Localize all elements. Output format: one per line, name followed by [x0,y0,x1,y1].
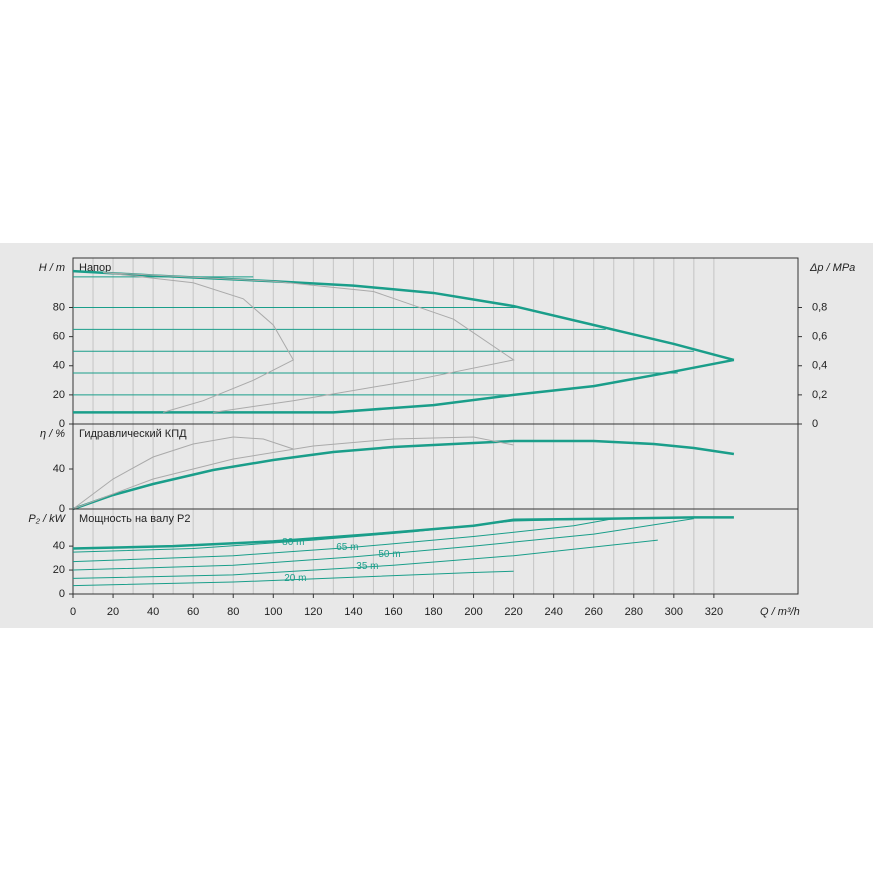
curve [73,358,735,414]
panel-title: Мощность на валу P2 [79,513,191,525]
curve [103,272,515,413]
x-tick-label: 240 [544,606,562,618]
x-tick-label: 260 [585,606,603,618]
x-tick-label: 80 [227,606,239,618]
x-tick-label: 100 [264,606,282,618]
curve [72,518,694,571]
x-tick-label: 220 [504,606,522,618]
x-tick-label: 20 [107,606,119,618]
curve-label: 80 m [282,537,304,548]
x-tick-label: 60 [187,606,199,618]
y-axis-label: H / m [39,262,65,274]
y2-tick-label: 0,2 [812,389,827,401]
curve [72,436,514,510]
curve-label: 50 m [378,549,400,560]
panel-title: Гидравлический КПД [79,428,187,440]
x-tick-label: 0 [70,606,76,618]
y-tick-label: 40 [53,463,65,475]
curve-label: 65 m [336,542,358,553]
y2-tick-label: 0,6 [812,331,827,343]
y-tick-label: 60 [53,331,65,343]
x-tick-label: 320 [705,606,723,618]
x-axis-label: Q / m³/h [760,606,800,618]
y-tick-label: 20 [53,389,65,401]
y-tick-label: 0 [59,418,65,430]
x-tick-label: 140 [344,606,362,618]
x-tick-label: 280 [625,606,643,618]
y2-tick-label: 0 [812,418,818,430]
x-tick-label: 300 [665,606,683,618]
x-tick-label: 40 [147,606,159,618]
curve-label: 35 m [356,561,378,572]
y2-axis-label: Δp / MPa [809,262,855,274]
y2-tick-label: 0,4 [812,360,827,372]
x-tick-label: 180 [424,606,442,618]
y-tick-label: 40 [53,540,65,552]
curve [72,518,614,553]
curve [72,539,658,579]
y-axis-label: P₂ / kW [28,513,66,525]
y-axis-label: η / % [40,428,65,440]
y-tick-label: 40 [53,360,65,372]
y-tick-label: 0 [59,503,65,515]
curve [72,518,614,563]
curve [72,439,735,511]
x-tick-label: 200 [464,606,482,618]
curve [72,570,514,587]
y-tick-label: 20 [53,564,65,576]
y2-tick-label: 0,8 [812,301,827,313]
panel-frame [72,508,799,595]
curve-label: 20 m [284,573,306,584]
x-tick-label: 120 [304,606,322,618]
curve [72,436,294,510]
y-tick-label: 0 [59,588,65,600]
y-tick-label: 80 [53,301,65,313]
curve [102,272,294,413]
x-tick-label: 160 [384,606,402,618]
